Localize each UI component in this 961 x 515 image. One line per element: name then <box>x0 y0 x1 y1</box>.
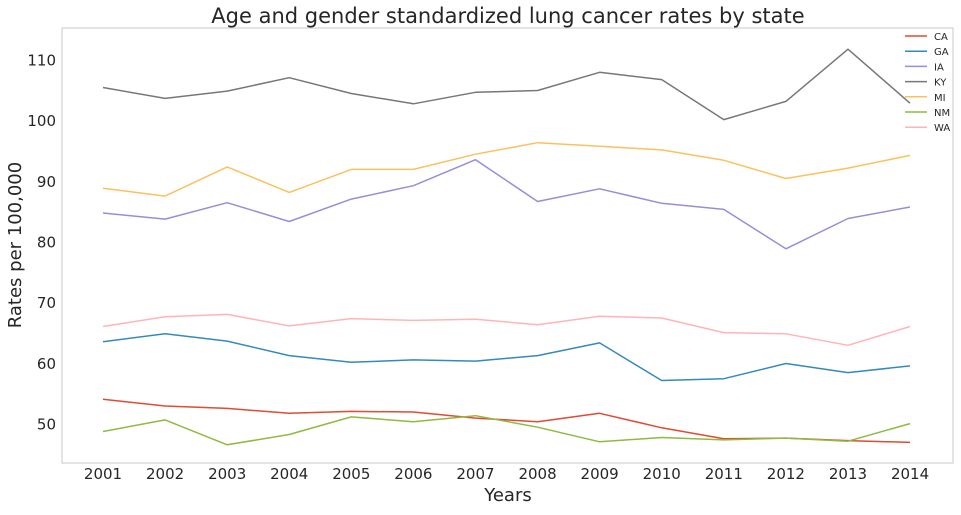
x-axis: 2001 2002 2003 2004 2005 2006 2007 2008 2009 2010… <box>84 465 929 483</box>
x-tick-label: 2005 <box>332 465 370 483</box>
series-line-ky <box>102 48 911 121</box>
x-tick-label: 2001 <box>84 465 122 483</box>
y-tick-label: 110 <box>27 52 56 70</box>
series-line-wa <box>102 313 911 347</box>
legend-label-ia: IA <box>934 62 944 73</box>
y-tick-label: 50 <box>37 416 56 434</box>
y-tick-label: 70 <box>37 294 56 312</box>
series-line-ia <box>102 158 911 250</box>
x-tick-label: 2011 <box>705 465 743 483</box>
legend-label-ga: GA <box>934 47 949 58</box>
x-tick-label: 2007 <box>456 465 494 483</box>
x-tick-label: 2010 <box>643 465 681 483</box>
y-tick-label: 100 <box>27 112 56 130</box>
legend-label-ca: CA <box>934 32 948 43</box>
y-axis: 50 60 70 80 90 100 110 <box>27 52 56 434</box>
series-line-nm <box>102 414 911 446</box>
x-tick-label: 2008 <box>518 465 556 483</box>
y-tick-label: 90 <box>37 173 56 191</box>
y-tick-label: 60 <box>37 355 56 373</box>
legend-label-ky: KY <box>934 78 947 89</box>
legend: CA GA IA KY MI NM WA <box>905 32 950 134</box>
x-tick-label: 2014 <box>891 465 929 483</box>
legend-label-mi: MI <box>934 93 946 104</box>
x-tick-label: 2004 <box>270 465 308 483</box>
x-tick-label: 2009 <box>581 465 619 483</box>
x-tick-label: 2013 <box>829 465 867 483</box>
x-tick-label: 2003 <box>208 465 246 483</box>
y-tick-label: 80 <box>37 234 56 252</box>
plot-area-frame <box>61 27 954 464</box>
series-line-mi <box>102 141 911 197</box>
x-tick-label: 2006 <box>394 465 432 483</box>
series-line-ga <box>102 333 911 382</box>
x-tick-label: 2002 <box>146 465 184 483</box>
x-tick-label: 2012 <box>767 465 805 483</box>
y-axis-label: Rates per 100,000 <box>5 162 26 328</box>
x-axis-label: Years <box>483 485 532 506</box>
series-lines <box>102 48 911 446</box>
chart-title: Age and gender standardized lung cancer … <box>211 4 804 28</box>
legend-label-wa: WA <box>934 123 950 134</box>
legend-label-nm: NM <box>934 108 950 119</box>
